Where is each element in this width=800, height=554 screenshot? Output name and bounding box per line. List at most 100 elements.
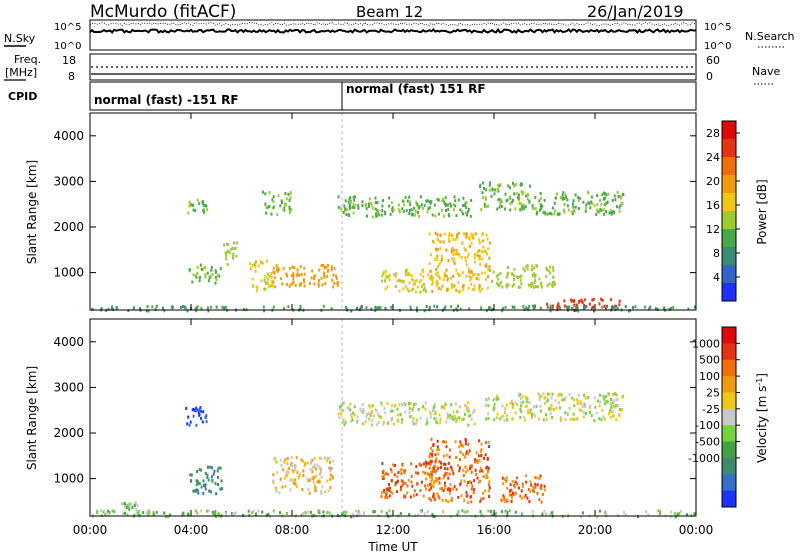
power-echo-cell xyxy=(507,184,510,188)
power-echo-cell xyxy=(227,242,230,246)
velocity-echo-cell xyxy=(315,467,318,471)
power-echo-cell xyxy=(531,273,534,277)
power-colorbar-swatch xyxy=(722,121,736,140)
velocity-echo-cell xyxy=(368,404,371,407)
power-echo-cell xyxy=(620,201,623,205)
power-colorbar-swatch xyxy=(722,229,736,248)
power-echo-cell xyxy=(613,211,616,214)
power-echo-cell xyxy=(366,214,368,218)
velocity-echo-cell xyxy=(198,468,201,472)
power-echo-cell xyxy=(394,275,397,278)
velocity-colorbar-label-exp: -1 xyxy=(755,378,764,386)
power-echo-cell xyxy=(473,256,476,260)
power-echo-cell xyxy=(472,234,475,237)
power-echo-cell xyxy=(198,202,201,206)
power-echo-cell xyxy=(478,287,480,291)
velocity-echo-cell xyxy=(621,407,624,411)
velocity-echo-cell xyxy=(610,406,613,410)
power-echo-cell xyxy=(672,306,675,310)
velocity-echo-cell xyxy=(559,392,562,396)
velocity-echo-cell xyxy=(200,485,203,489)
velocity-echo-cell xyxy=(564,396,567,400)
velocity-echo-cell xyxy=(476,461,479,464)
power-echo-cell xyxy=(490,194,493,198)
velocity-echo-cell xyxy=(467,501,470,505)
power-echo-cell xyxy=(181,305,184,309)
velocity-echo-cell xyxy=(409,495,412,499)
velocity-echo-cell xyxy=(400,485,402,489)
power-echo-cell xyxy=(526,267,529,271)
velocity-echo-cell xyxy=(381,475,384,479)
velocity-echo-cell xyxy=(532,405,535,409)
power-echo-cell xyxy=(376,201,379,205)
power-echo-cell xyxy=(332,285,334,289)
velocity-echo-cell xyxy=(478,439,481,443)
power-echo-cell xyxy=(479,183,482,187)
velocity-echo-cell xyxy=(198,482,201,486)
velocity-echo-cell xyxy=(399,413,402,416)
power-echo-cell xyxy=(549,304,552,308)
velocity-echo-cell xyxy=(362,422,365,426)
power-echo-cell xyxy=(251,263,254,267)
power-echo-cell xyxy=(296,272,299,276)
power-echo-cell xyxy=(563,210,566,214)
power-echo-cell xyxy=(290,282,293,286)
velocity-echo-cell xyxy=(396,418,399,422)
velocity-echo-cell xyxy=(428,455,431,459)
velocity-echo-cell xyxy=(451,468,454,472)
power-echo-cell xyxy=(214,281,217,285)
power-echo-cell xyxy=(441,199,444,203)
velocity-echo-cell xyxy=(492,398,495,402)
velocity-echo-cell xyxy=(466,509,469,513)
power-echo-cell xyxy=(596,208,599,212)
power-echo-cell xyxy=(539,205,542,209)
velocity-ylabel: Slant Range [km] xyxy=(25,366,39,470)
power-echo-cell xyxy=(513,305,516,309)
power-echo-cell xyxy=(512,181,514,185)
power-echo-cell xyxy=(609,209,612,212)
power-echo-cell xyxy=(365,207,368,211)
power-echo-cell xyxy=(435,284,438,288)
power-echo-cell xyxy=(480,306,483,310)
velocity-echo-cell xyxy=(121,501,124,505)
power-echo-cell xyxy=(615,304,617,308)
power-echo-cell xyxy=(317,282,320,286)
velocity-echo-cell xyxy=(446,488,449,492)
power-echo-cell xyxy=(497,198,500,202)
velocity-echo-cell xyxy=(594,405,597,409)
power-echo-cell xyxy=(303,272,306,276)
velocity-echo-cell xyxy=(670,510,673,514)
velocity-colorbar-label-text: Velocity [m s xyxy=(755,386,769,463)
power-echo-cell xyxy=(352,202,355,206)
power-echo-cell xyxy=(548,282,551,286)
velocity-echo-cell xyxy=(409,415,412,419)
velocity-echo-cell xyxy=(599,400,602,404)
velocity-echo-cell xyxy=(467,481,470,484)
velocity-echo-cell xyxy=(440,462,443,466)
power-echo-cell xyxy=(406,287,409,291)
power-echo-cell xyxy=(606,304,608,308)
power-ytick-label: 3000 xyxy=(53,174,84,188)
velocity-echo-cell xyxy=(539,409,542,413)
power-echo-cell xyxy=(469,214,472,218)
power-echo-cell xyxy=(470,199,473,202)
freq-tick-top: 18 xyxy=(62,54,76,67)
velocity-echo-region xyxy=(185,406,208,427)
velocity-echo-cell xyxy=(320,489,323,493)
velocity-echo-cell xyxy=(195,479,198,483)
velocity-echo-cell xyxy=(401,483,404,487)
power-echo-cell xyxy=(503,207,506,211)
power-echo-cell xyxy=(389,212,392,216)
power-echo-cell xyxy=(408,273,411,277)
velocity-echo-cell xyxy=(279,458,282,462)
velocity-echo-cell xyxy=(213,469,216,473)
velocity-echo-cell xyxy=(220,513,223,517)
power-echo-cell xyxy=(421,207,424,211)
power-echo-cell xyxy=(468,307,471,311)
power-echo-cell xyxy=(299,307,302,311)
power-echo-cell xyxy=(105,309,108,313)
velocity-echo-cell xyxy=(531,509,534,513)
power-echo-cell xyxy=(520,190,523,194)
power-echo-cell xyxy=(504,192,507,196)
